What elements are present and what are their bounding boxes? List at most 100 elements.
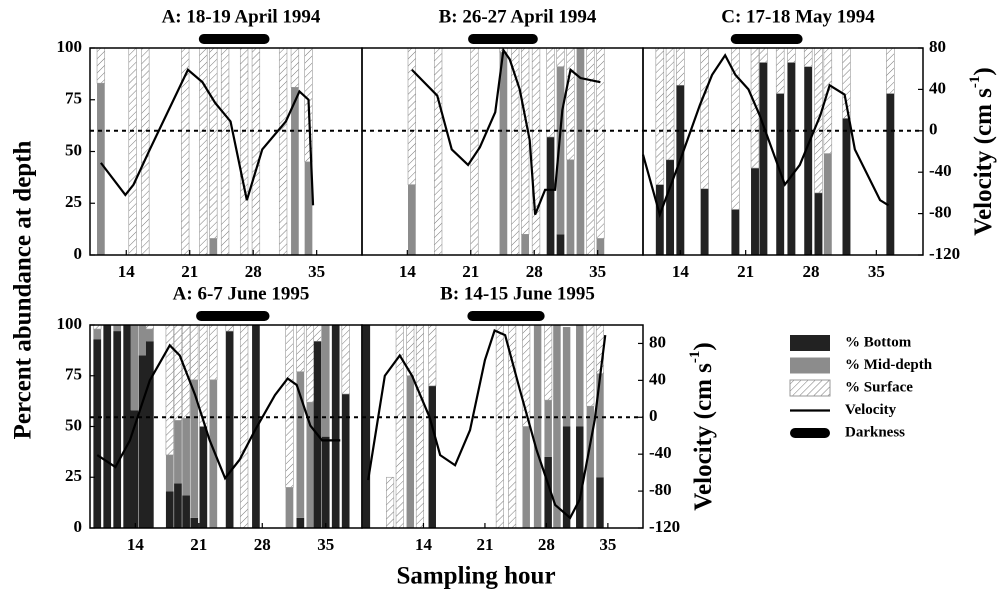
y-tick-label: 0 [74,244,83,263]
bar-segment [406,375,415,528]
bar-segment [296,517,305,528]
bar-segment [544,456,552,528]
bar-segment [407,47,417,185]
darkness-bar [468,34,538,44]
bar-segment [199,47,208,256]
bar-segment [544,324,553,401]
bar-segment [341,394,350,528]
bar-segment [220,47,230,256]
bar-segment [199,426,208,528]
legend-swatch [789,379,831,397]
bar-segment [596,373,604,478]
bar-segment [296,371,305,518]
bar-segment [433,47,443,256]
darkness-bar [196,311,270,321]
bar-segment [225,331,234,528]
bar-segment [522,426,530,528]
velocity-line [641,53,890,219]
y-tick-label: 50 [65,140,82,159]
y-tick-label: 100 [57,37,83,56]
bar-segment [521,47,530,235]
bar-segment [113,331,122,528]
bar-segment [128,47,137,256]
y2-tick-label: -40 [929,161,952,180]
y-tick-label: 75 [65,365,82,384]
bar-segment [93,329,102,340]
panel-title: C: 17-18 May 1994 [721,6,875,27]
panel-title: B: 26-27 April 1994 [439,6,597,27]
bar-segment [803,47,813,67]
panel-title: A: 18-19 April 1994 [162,6,321,27]
bar-segment [531,47,541,256]
x-tick-label: 35 [589,262,606,281]
bar-segment [676,47,685,86]
x-tick-label: 14 [415,535,433,554]
x-tick-label: 28 [254,535,271,554]
darkness-bar [730,34,803,44]
bar-segment [759,62,768,255]
bar-segment [174,420,182,484]
y2-tick-label: -120 [649,517,680,536]
bar-segment [103,325,112,528]
y2-label-sup: -1 [687,351,703,364]
velocity-line [100,67,315,206]
bar-segment [566,159,575,255]
y2-tick-label: -80 [929,203,952,222]
legend-label: Velocity [845,402,897,418]
velocity-line [96,343,341,481]
bar-segment [321,436,330,528]
y-tick-label: 25 [65,192,82,211]
y2-axis-label: Velocity (cm s-1) [687,342,716,510]
bar-segment [173,324,183,421]
bar-segment [596,47,605,239]
legend-swatch [790,357,830,374]
bar-segment [775,47,785,94]
x-tick-label: 35 [317,535,334,554]
bar-segment [209,324,218,381]
y2-label-sup: -1 [967,76,983,89]
y2-tick-label: 0 [649,406,658,425]
bar-segment [787,47,796,63]
bar-segment [96,47,106,84]
x-tick-label: 28 [538,535,555,554]
bar-segment [556,66,565,235]
bar-segment [239,324,249,529]
x-tick-label: 21 [737,262,754,281]
bar-segment [750,47,760,169]
bar-segment [814,192,823,255]
panel-frame [642,47,924,256]
x-axis-label: Sampling hour [396,563,555,590]
bar-segment [408,184,416,255]
x-tick-label: 28 [526,262,543,281]
y2-tick-label: 80 [649,332,666,351]
y2-label-close: ) [690,342,717,350]
bar-segment [145,329,154,342]
bar-segment [291,87,299,255]
bar-segment [190,324,199,381]
velocity-line [367,329,607,520]
y2-label-close: ) [970,67,997,75]
bar-segment [428,385,436,528]
y2-tick-label: -120 [929,244,960,263]
darkness-bar [198,34,270,44]
bar-segment [546,137,555,255]
bar-segment [731,47,740,210]
bar-segment [576,426,584,528]
y2-tick-label: 80 [929,37,946,56]
bar-segment [886,93,895,255]
bar-segment [546,47,555,138]
bar-segment [331,325,340,528]
y-axis-label: Percent abundance at depth [10,140,37,439]
bar-segment [886,47,895,94]
legend-label: Darkness [845,424,905,440]
bar-segment [566,47,575,161]
x-tick-label: 35 [308,262,325,281]
bar-segment [138,355,147,528]
bar-segment [304,161,313,255]
bar-segment [130,325,139,411]
bar-segment [113,325,122,332]
x-tick-label: 14 [127,535,145,554]
panel-frame [361,324,644,529]
bar-segment [415,324,424,529]
bar-segment [190,379,199,518]
